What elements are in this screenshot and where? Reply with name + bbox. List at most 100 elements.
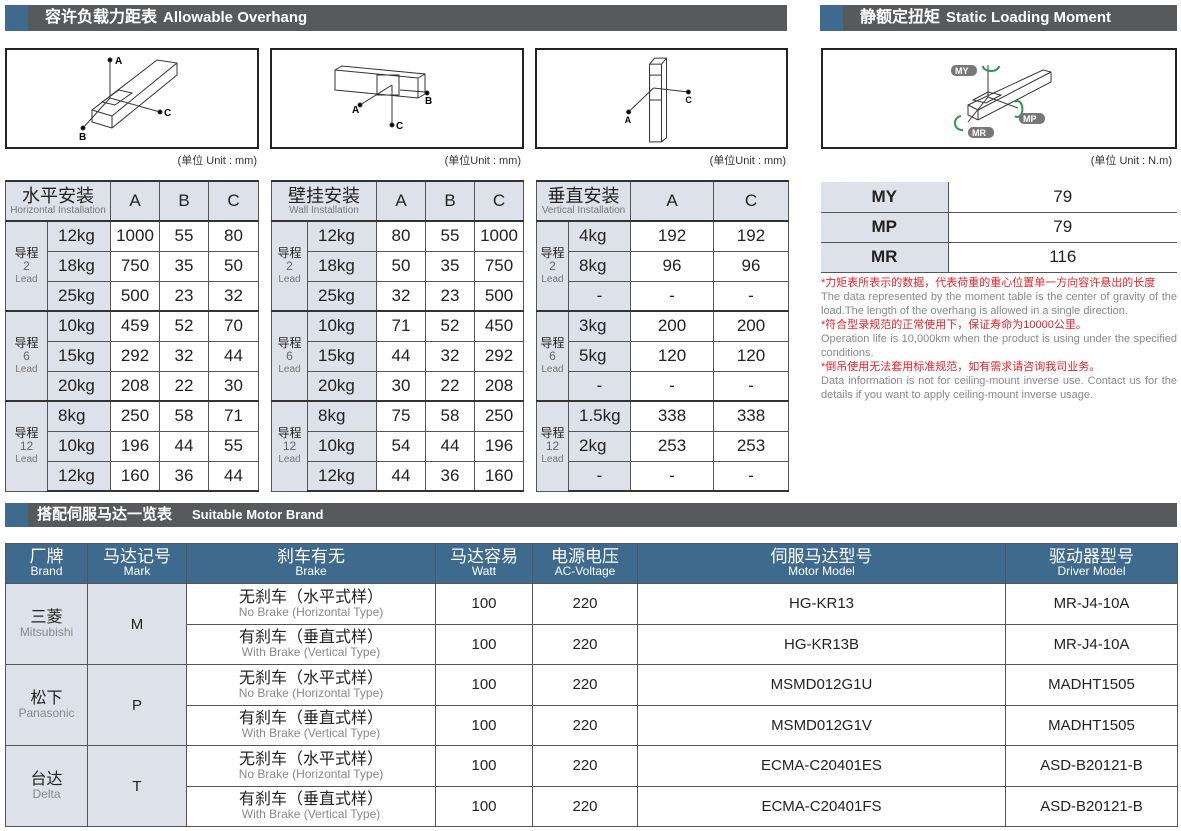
load-cell: 8kg <box>307 400 377 432</box>
column-header: B <box>425 180 475 222</box>
value-cell: - <box>630 280 715 312</box>
moment-row: MP 79 <box>821 212 1177 243</box>
value-cell: 52 <box>159 310 210 342</box>
driver-cell: MR-J4-10A <box>1005 583 1178 625</box>
section-title-en: Allowable Overhang <box>163 9 308 26</box>
load-cell: 2kg <box>567 430 632 462</box>
label-b: B <box>425 96 432 107</box>
value-cell: 35 <box>425 250 475 282</box>
horizontal-install-diagram: A C B <box>5 48 259 149</box>
mark-cell: T <box>87 745 187 827</box>
section-title-en: Static Loading Moment <box>946 9 1112 26</box>
section-title-cn: 静额定扭矩 <box>860 9 941 26</box>
value-cell: 120 <box>713 340 790 372</box>
brand-cn: 台达 <box>30 771 63 788</box>
brake-en: No Brake (Horizontal Type) <box>238 685 384 700</box>
value-cell: - <box>630 370 715 402</box>
table-row: 12kg 160 36 44 <box>6 460 260 492</box>
label-c: C <box>396 121 403 132</box>
header-cn: 壁挂安装 <box>288 185 360 206</box>
brake-cell: 无刹车（水平式样） No Brake (Horizontal Type) <box>186 745 436 787</box>
brake-cell: 有刹车（垂直式样） With Brake (Vertical Type) <box>186 704 436 746</box>
column-header: 伺服马达型号 Motor Model <box>637 543 1006 584</box>
motor-row: 有刹车（垂直式样） With Brake (Vertical Type) 100 22… <box>6 623 1178 665</box>
moment-value: 79 <box>948 212 1177 243</box>
brake-cn: 无刹车（水平式样） <box>238 588 383 606</box>
section-title-cn: 容许负载力距表 <box>45 9 158 26</box>
value-cell: 44 <box>159 430 210 462</box>
value-cell: 196 <box>110 430 161 462</box>
brake-cn: 无刹车（水平式样） <box>238 750 383 768</box>
watt-cell: 100 <box>435 785 533 827</box>
load-cell: 18kg <box>46 250 112 282</box>
lead-value: 12 <box>545 438 560 453</box>
header-cn: 马达容易 <box>450 546 518 566</box>
static-moment-table: MY 79 MP 79 MR 116 <box>821 182 1177 273</box>
value-cell: 44 <box>376 340 426 372</box>
header-accent <box>5 5 28 31</box>
brand-cell: 三菱 Mitsubishi <box>5 583 88 665</box>
header-en: Driver Model <box>1057 563 1126 578</box>
column-header: 马达记号 Mark <box>87 543 187 584</box>
value-cell: 459 <box>110 310 161 342</box>
value-cell: 36 <box>159 460 210 492</box>
label-b: B <box>79 132 86 143</box>
section-header-motor: 搭配伺服马达一览表 Suitable Motor Brand <box>5 503 1177 527</box>
lead-cell: 导程 2 Lead <box>5 220 48 312</box>
table-row: 15kg 292 32 44 <box>6 340 260 372</box>
value-cell: 58 <box>159 400 210 432</box>
load-cell: 15kg <box>307 340 377 372</box>
label-c: C <box>685 95 692 105</box>
value-cell: 160 <box>474 460 524 492</box>
lead-label-en: Lead <box>541 453 564 465</box>
lead-cell: 导程 2 Lead <box>536 220 569 312</box>
brake-cn: 有刹车（垂直式样） <box>238 710 383 728</box>
table-row: 导程 2 Lead 4kg 192 192 <box>536 220 790 312</box>
table-row: 导程 12 Lead 8kg 250 58 71 <box>5 400 260 492</box>
table-row: --- <box>537 280 790 312</box>
column-header: A <box>110 180 161 222</box>
column-header: 厂牌 Brand <box>5 543 88 584</box>
moment-value: 79 <box>948 182 1177 213</box>
section-header-static: 静额定扭矩 Static Loading Moment <box>820 5 1177 31</box>
value-cell: 44 <box>208 340 260 372</box>
header-cn: 伺服马达型号 <box>770 546 873 566</box>
value-cell: 338 <box>630 400 715 432</box>
header-cn: 厂牌 <box>29 546 64 566</box>
voltage-cell: 220 <box>532 745 638 787</box>
value-cell: 30 <box>208 370 260 402</box>
value-cell: 50 <box>208 250 260 282</box>
header-cn: 电源电压 <box>551 546 619 566</box>
table-row: 20kg 208 22 30 <box>6 370 260 402</box>
driver-cell: ASD-B20121-B <box>1005 745 1178 787</box>
driver-cell: MR-J4-10A <box>1005 623 1178 665</box>
brake-cn: 有刹车（垂直式样） <box>238 629 383 647</box>
moment-row: MY 79 <box>821 182 1177 213</box>
motor-table: 厂牌 Brand 马达记号 Mark 刹车有无 Brake 马达容易 Watt 电源电压 AC-V… <box>5 543 1178 827</box>
load-cell: 10kg <box>307 430 377 462</box>
motor-cell: HG-KR13B <box>637 623 1006 665</box>
lead-value: 2 <box>23 258 30 273</box>
brake-en: With Brake (Vertical Type) <box>241 807 381 822</box>
load-cell: 12kg <box>46 220 112 252</box>
table-row: --- <box>537 370 790 402</box>
table-row: 25kg 32 23 500 <box>272 280 524 312</box>
motor-row: 有刹车（垂直式样） With Brake (Vertical Type) 100 22… <box>6 785 1178 827</box>
moment-row: MR 116 <box>821 242 1177 273</box>
brake-cell: 无刹车（水平式样） No Brake (Horizontal Type) <box>186 664 436 706</box>
load-cell: - <box>567 370 632 402</box>
value-cell: 30 <box>376 370 426 402</box>
lead-label-en: Lead <box>15 363 38 375</box>
table-row: 20kg 30 22 208 <box>272 370 524 402</box>
label-mp: MP <box>1023 114 1037 124</box>
value-cell: - <box>630 460 715 492</box>
value-cell: 208 <box>110 370 161 402</box>
header-cn: 水平安装 <box>22 185 94 206</box>
table-row: --- <box>537 460 790 492</box>
brand-cn: 松下 <box>30 690 63 707</box>
load-cell: 8kg <box>46 400 112 432</box>
watt-cell: 100 <box>435 583 533 625</box>
value-cell: 500 <box>474 280 524 312</box>
watt-cell: 100 <box>435 623 533 665</box>
header-en: AC-Voltage <box>554 563 616 578</box>
